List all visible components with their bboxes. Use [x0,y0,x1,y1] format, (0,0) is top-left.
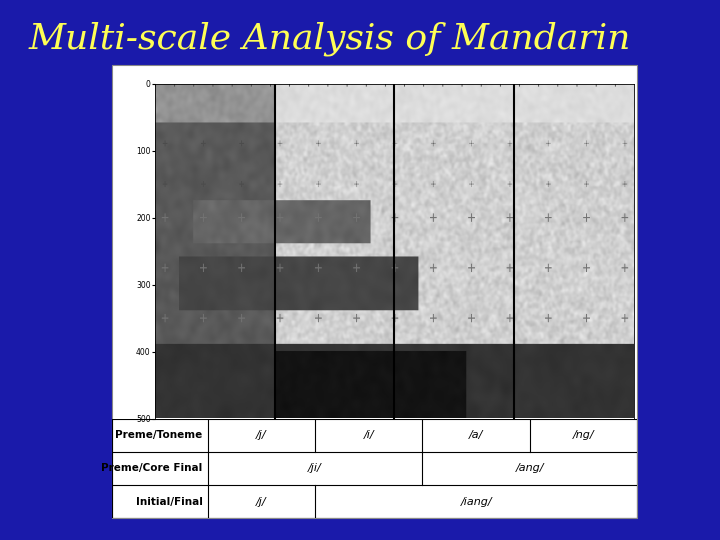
Text: /a/: /a/ [469,430,483,440]
Text: Preme/Toneme: Preme/Toneme [115,430,202,440]
Text: /ji/: /ji/ [308,463,322,474]
Text: Initial/Final: Initial/Final [135,497,202,507]
Text: /iang/: /iang/ [460,497,492,507]
Text: Preme/Core Final: Preme/Core Final [102,463,202,474]
Text: Multi-scale Analysis of Mandarin: Multi-scale Analysis of Mandarin [29,22,631,56]
Text: /i/: /i/ [364,430,374,440]
Text: /ang/: /ang/ [516,463,544,474]
Text: /j/: /j/ [256,430,267,440]
Text: /ng/: /ng/ [572,430,594,440]
Text: /j/: /j/ [256,497,267,507]
